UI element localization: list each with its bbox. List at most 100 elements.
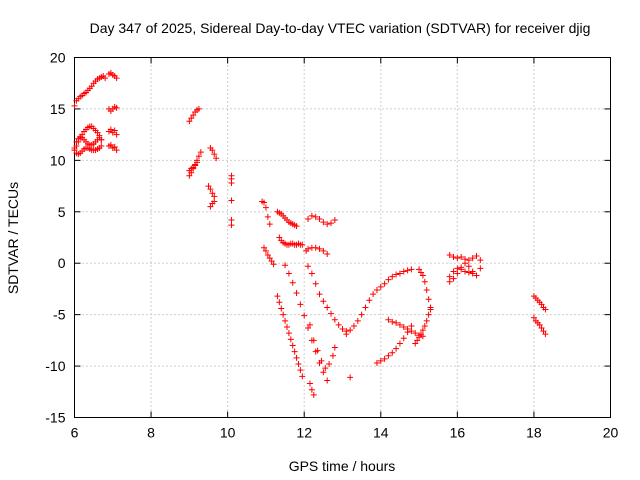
data-point [305, 263, 312, 270]
data-point [262, 204, 269, 211]
data-point [297, 301, 304, 308]
data-point [408, 328, 415, 335]
data-point [195, 105, 202, 112]
data-point [188, 115, 195, 122]
data-point [331, 217, 338, 224]
data-point [73, 138, 80, 145]
data-point [211, 193, 218, 200]
data-point [465, 257, 472, 264]
data-point [320, 298, 327, 305]
x-tick-label: 6 [71, 425, 79, 441]
data-point [339, 326, 346, 333]
data-point [88, 83, 95, 90]
data-point [316, 245, 323, 252]
data-point [278, 305, 285, 312]
data-point [347, 374, 354, 381]
data-point [477, 257, 484, 264]
data-point [228, 217, 235, 224]
data-point [450, 254, 457, 261]
data-point [320, 247, 327, 254]
data-point [328, 310, 335, 317]
y-tick-label: 20 [50, 50, 66, 66]
data-point [328, 220, 335, 227]
data-point [381, 355, 388, 362]
data-point [113, 104, 120, 111]
data-point [417, 331, 424, 338]
data-point [389, 349, 396, 356]
data-point [469, 268, 476, 275]
x-tick-label: 20 [603, 425, 619, 441]
data-point [285, 330, 292, 337]
data-point [98, 142, 105, 149]
data-point [308, 212, 315, 219]
data-point [393, 319, 400, 326]
data-point [416, 266, 423, 273]
data-point [477, 265, 484, 272]
data-point [209, 147, 216, 154]
data-point [268, 258, 275, 265]
data-point [385, 352, 392, 359]
data-point [322, 365, 329, 372]
data-point [306, 321, 313, 328]
data-point [408, 266, 415, 273]
data-point [107, 141, 114, 148]
y-tick-label: 5 [58, 204, 66, 220]
data-point [473, 272, 480, 279]
data-point [393, 345, 400, 352]
data-point [266, 221, 273, 228]
data-point [419, 327, 426, 334]
data-point [542, 306, 549, 313]
data-point [465, 269, 472, 276]
data-point [305, 325, 312, 332]
data-point [297, 367, 304, 374]
data-point [377, 357, 384, 364]
data-point [377, 283, 384, 290]
data-point [262, 247, 269, 254]
data-point [264, 251, 271, 258]
y-tick-label: -5 [53, 307, 66, 323]
data-point [299, 241, 306, 248]
data-point [102, 75, 109, 82]
data-point [94, 129, 101, 136]
data-point [400, 268, 407, 275]
data-point [423, 286, 430, 293]
data-point [312, 213, 319, 220]
data-point [113, 75, 120, 82]
data-point [350, 322, 357, 329]
data-point [314, 347, 321, 354]
data-point [207, 186, 214, 193]
data-point [373, 359, 380, 366]
data-point [289, 279, 296, 286]
data-point [301, 312, 308, 319]
x-tick-label: 14 [373, 425, 389, 441]
data-point [465, 263, 472, 270]
data-point [213, 155, 220, 162]
data-point [469, 255, 476, 262]
data-point [454, 255, 461, 262]
data-point [324, 221, 331, 228]
x-tick-label: 16 [450, 425, 466, 441]
data-point [211, 198, 218, 205]
data-point [538, 325, 545, 332]
data-point [228, 179, 235, 186]
data-point [400, 323, 407, 330]
data-point [450, 268, 457, 275]
data-point [366, 297, 373, 304]
data-point [354, 317, 361, 324]
data-point [192, 162, 199, 169]
x-tick-label: 8 [147, 425, 155, 441]
data-point [197, 149, 204, 156]
data-point [393, 271, 400, 278]
data-point [538, 301, 545, 308]
data-point [209, 190, 216, 197]
y-tick-label: 15 [50, 101, 66, 117]
chart-title: Day 347 of 2025, Sidereal Day-to-day VTE… [90, 20, 591, 36]
data-point [111, 127, 118, 134]
data-point [419, 272, 426, 279]
data-point [195, 153, 202, 160]
y-tick-label: -10 [45, 358, 65, 374]
data-point [113, 131, 120, 138]
data-point [107, 126, 114, 133]
data-point [417, 269, 424, 276]
